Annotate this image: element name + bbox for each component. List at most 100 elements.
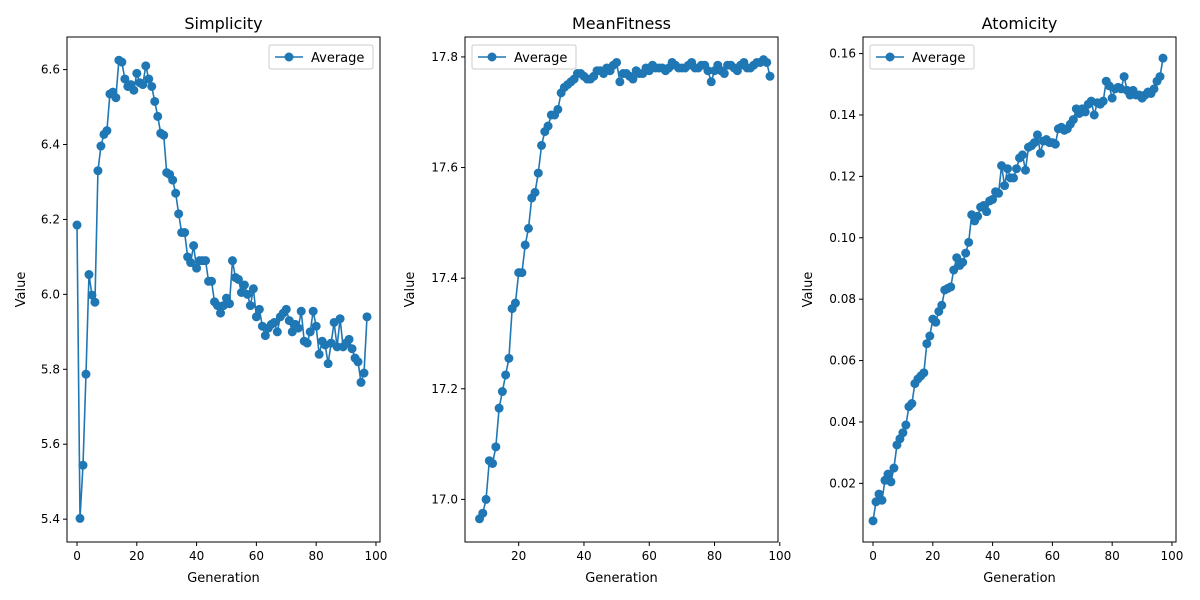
data-point (102, 126, 112, 136)
data-point (138, 80, 148, 90)
data-point (765, 71, 775, 81)
plot-title: Atomicity (982, 14, 1058, 33)
data-point (537, 140, 547, 150)
data-point (132, 68, 142, 78)
data-point (530, 187, 540, 197)
y-tick-label: 0.02 (829, 476, 856, 490)
x-tick-label: 80 (309, 549, 324, 563)
data-point (272, 327, 282, 337)
data-point (907, 399, 917, 409)
data-point (359, 368, 369, 378)
x-tick-label: 60 (642, 549, 657, 563)
y-tick-label: 5.4 (41, 512, 60, 526)
data-point (1158, 53, 1168, 63)
x-tick-label: 20 (511, 549, 526, 563)
data-point (117, 57, 127, 67)
data-point (239, 280, 249, 290)
y-tick-label: 6.0 (41, 287, 60, 301)
y-tick-label: 0.04 (829, 415, 856, 429)
y-tick-label: 6.2 (41, 212, 60, 226)
data-point (1080, 107, 1090, 117)
data-point (925, 331, 935, 341)
data-point (973, 211, 983, 221)
data-point (281, 304, 291, 314)
legend: Average (268, 44, 374, 70)
data-point (901, 420, 911, 430)
data-point (296, 306, 306, 316)
data-point (1119, 72, 1129, 82)
axes-frame (464, 36, 779, 543)
data-point (171, 188, 181, 198)
legend-label: Average (311, 51, 364, 66)
data-point (305, 327, 315, 337)
y-tick-label: 5.8 (41, 362, 60, 376)
y-tick-label: 0.14 (829, 108, 856, 122)
data-point (314, 349, 324, 359)
plot-area (72, 55, 372, 523)
data-point (523, 223, 533, 233)
data-point (323, 359, 333, 369)
data-point (1155, 72, 1165, 82)
data-point (308, 306, 318, 316)
data-point (994, 188, 1004, 198)
data-point (706, 77, 716, 87)
data-point (961, 248, 971, 258)
data-point (949, 265, 959, 275)
x-tick-label: 100 (365, 549, 388, 563)
legend-frame (471, 44, 577, 70)
y-tick-label: 0.06 (829, 354, 856, 368)
data-point (248, 284, 258, 294)
data-point (937, 300, 947, 310)
x-tick-label: 80 (707, 549, 722, 563)
data-point (242, 289, 252, 299)
data-point (353, 357, 363, 367)
data-point (254, 304, 264, 314)
data-point (269, 317, 279, 327)
x-tick-label: 40 (985, 549, 1000, 563)
data-point (93, 166, 103, 176)
y-axis-label: Value (14, 272, 29, 308)
data-point (868, 516, 878, 526)
y-tick-label: 0.08 (829, 292, 856, 306)
data-point (1012, 164, 1022, 174)
data-point (174, 209, 184, 219)
data-point (141, 61, 151, 71)
data-point (111, 93, 121, 103)
data-point (533, 168, 543, 178)
x-tick-label: 40 (576, 549, 591, 563)
data-point (1098, 96, 1108, 106)
x-tick-label: 60 (1045, 549, 1060, 563)
data-point (168, 175, 178, 185)
x-tick-label: 100 (768, 549, 791, 563)
data-point (1032, 130, 1042, 140)
data-point (180, 228, 190, 238)
data-point (982, 207, 992, 217)
data-point (147, 81, 157, 91)
data-point (362, 312, 372, 322)
data-point (90, 297, 100, 307)
data-point (260, 331, 270, 341)
subplot-simplicity: Simplicity Generation Value Average 0 20 4… (14, 14, 387, 586)
data-point (615, 77, 625, 87)
x-tick-label: 0 (73, 549, 81, 563)
plot-title: MeanFitness (572, 14, 671, 33)
data-point (1035, 148, 1045, 158)
plot-title: Simplicity (184, 14, 262, 33)
data-point (224, 299, 234, 309)
data-point (1089, 110, 1099, 120)
data-point (81, 369, 91, 379)
data-point (553, 104, 563, 114)
data-point (347, 344, 357, 354)
data-point (245, 301, 255, 311)
data-point (150, 96, 160, 106)
plot-area (475, 55, 775, 524)
data-point (478, 508, 488, 518)
y-tick-label: 6.4 (41, 138, 60, 152)
y-axis-label: Value (801, 272, 816, 308)
y-tick-label: 17.4 (431, 271, 458, 285)
data-point (335, 314, 345, 324)
data-point (517, 268, 527, 278)
data-point (159, 130, 169, 140)
